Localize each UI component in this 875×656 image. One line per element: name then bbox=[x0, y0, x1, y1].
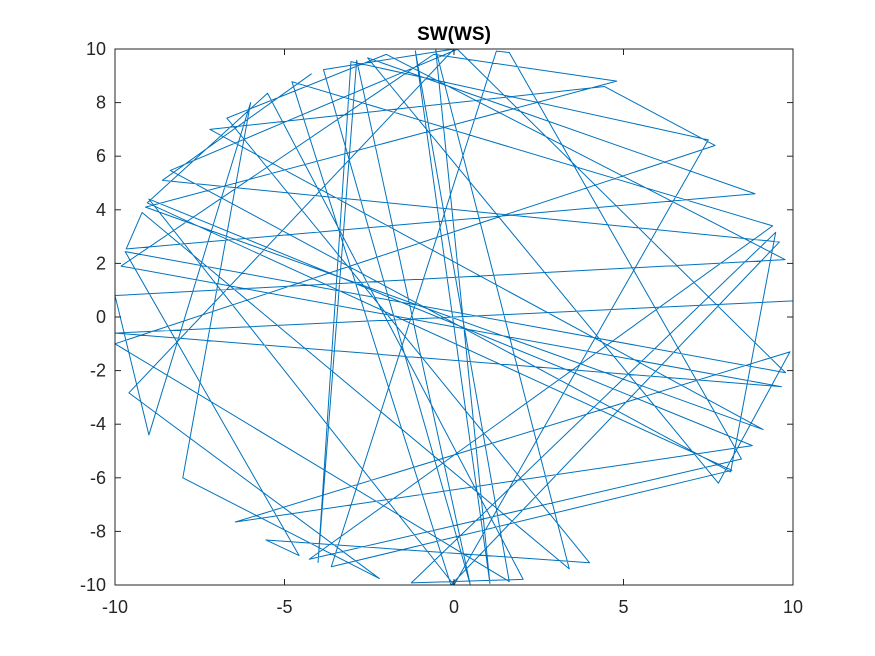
y-tick-label: 6 bbox=[96, 146, 106, 166]
y-tick-label: -4 bbox=[90, 414, 106, 434]
x-tick-label: 10 bbox=[783, 597, 803, 617]
y-tick-label: 0 bbox=[96, 307, 106, 327]
y-tick-label: -2 bbox=[90, 361, 106, 381]
y-tick-label: 10 bbox=[86, 39, 106, 59]
y-tick-label: -8 bbox=[90, 521, 106, 541]
x-tick-label: 5 bbox=[618, 597, 628, 617]
ticks-layer: -10 -5 0 5 10 -10 -8 -6 -4 -2 0 2 4 6 8 10 bbox=[80, 39, 803, 617]
x-tick-label: -10 bbox=[102, 597, 128, 617]
y-tick-label: 4 bbox=[96, 200, 106, 220]
x-tick-label: -5 bbox=[276, 597, 292, 617]
y-tick-label: -10 bbox=[80, 575, 106, 595]
chart-title: SW(WS) bbox=[417, 24, 491, 45]
x-tick-label: 0 bbox=[449, 597, 459, 617]
y-tick-label: 8 bbox=[96, 93, 106, 113]
series-line-1 bbox=[114, 48, 794, 586]
series-layer bbox=[114, 48, 794, 586]
y-tick-label: -6 bbox=[90, 468, 106, 488]
y-tick-label: 2 bbox=[96, 253, 106, 273]
